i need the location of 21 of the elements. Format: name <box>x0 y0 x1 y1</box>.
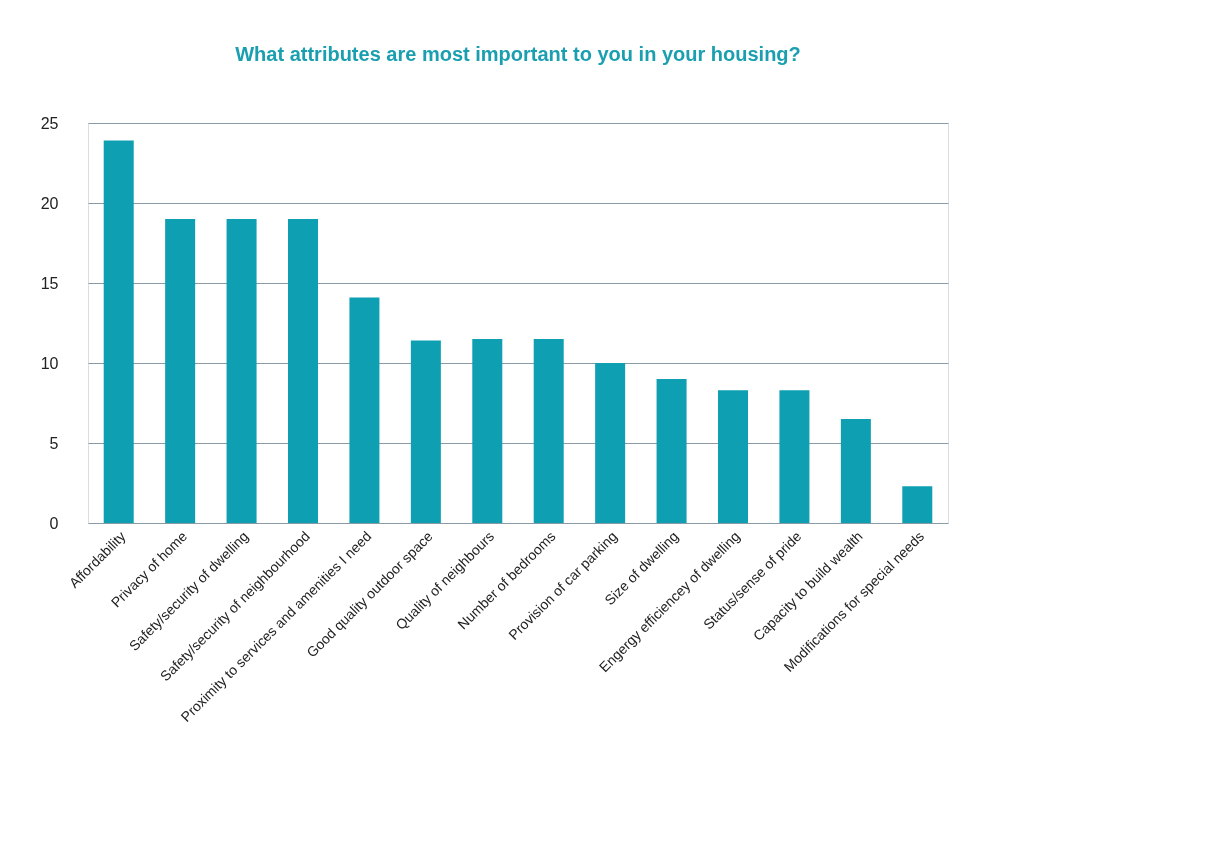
y-tick-label: 0 <box>49 514 59 532</box>
bar <box>165 219 196 523</box>
bar <box>718 390 748 523</box>
y-tick-label: 15 <box>40 274 59 292</box>
bar <box>472 339 503 523</box>
bar <box>288 219 318 523</box>
y-tick-label: 20 <box>40 194 59 212</box>
chart-title: What attributes are most important to you in your housing? <box>235 43 801 65</box>
bar <box>840 419 871 523</box>
bar <box>226 219 257 523</box>
bar <box>779 390 810 523</box>
y-tick-label: 25 <box>40 114 59 132</box>
bar <box>595 363 626 523</box>
bar <box>103 140 134 523</box>
bar <box>349 297 380 523</box>
y-tick-label: 5 <box>49 434 59 452</box>
y-tick-label: 10 <box>40 354 59 372</box>
bar <box>656 379 687 523</box>
bar <box>533 339 564 523</box>
bar <box>902 486 933 523</box>
bar <box>410 340 441 523</box>
